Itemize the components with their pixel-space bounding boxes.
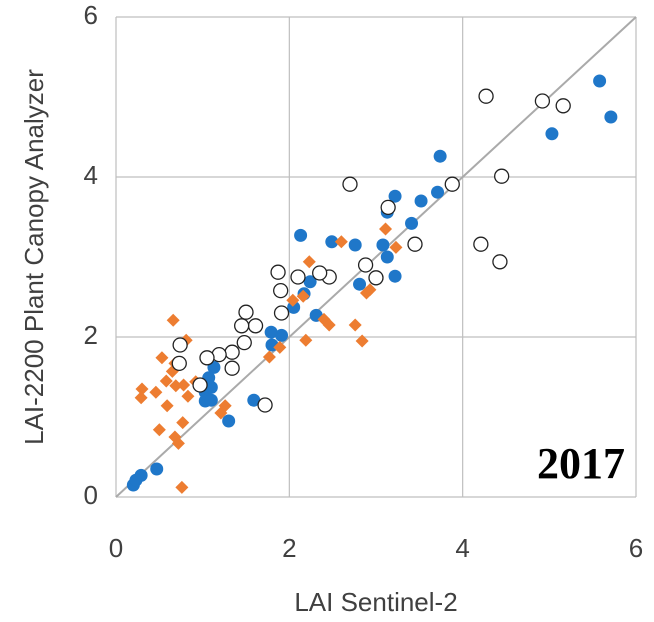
point <box>334 235 348 249</box>
point <box>407 236 423 252</box>
point <box>294 228 308 242</box>
point <box>234 318 250 334</box>
x-tick-label: 4 <box>455 533 469 563</box>
point <box>353 277 367 291</box>
point <box>275 328 289 342</box>
y-tick-label: 6 <box>84 0 98 30</box>
point <box>171 355 187 372</box>
y-tick-label: 2 <box>84 320 98 350</box>
point <box>296 289 310 303</box>
point <box>388 189 402 203</box>
point <box>405 216 419 230</box>
point <box>286 293 300 307</box>
point <box>325 235 339 249</box>
point <box>555 98 571 114</box>
point <box>389 240 403 254</box>
point <box>169 379 183 393</box>
point <box>322 318 336 332</box>
point <box>312 265 328 281</box>
point <box>166 313 180 327</box>
x-tick-label: 6 <box>629 533 643 563</box>
x-tick-label: 2 <box>282 533 296 563</box>
point <box>172 337 188 353</box>
point <box>177 378 191 392</box>
point <box>431 185 445 199</box>
point <box>134 391 148 405</box>
point <box>302 255 316 269</box>
x-axis-label: LAI Sentinel-2 <box>294 587 457 617</box>
point <box>388 269 402 283</box>
x-tick-label: 0 <box>109 533 123 563</box>
point <box>290 269 306 285</box>
point <box>129 473 143 487</box>
point <box>355 334 369 348</box>
point <box>444 176 460 192</box>
point <box>433 149 447 163</box>
point <box>204 380 218 394</box>
point <box>247 393 261 407</box>
point <box>368 270 384 286</box>
point <box>171 436 185 450</box>
point <box>218 399 232 413</box>
point <box>204 393 218 407</box>
point <box>348 318 362 332</box>
point <box>135 382 149 396</box>
point <box>176 416 190 430</box>
point <box>379 222 393 236</box>
y-tick-label: 4 <box>84 160 98 190</box>
point <box>159 374 173 388</box>
point <box>270 264 286 280</box>
point <box>359 286 373 300</box>
point <box>534 93 551 109</box>
y-axis-label: LAI-2200 Plant Canopy Analyzer <box>19 69 49 445</box>
point <box>224 360 240 376</box>
point <box>380 250 394 264</box>
point <box>192 377 208 393</box>
point <box>238 304 254 320</box>
point <box>181 389 195 403</box>
point <box>494 168 510 184</box>
point <box>348 238 362 252</box>
point <box>342 176 358 192</box>
point <box>160 399 174 413</box>
point <box>303 275 317 289</box>
point <box>222 414 236 428</box>
point <box>273 305 290 321</box>
point <box>199 350 215 366</box>
point <box>593 74 607 88</box>
point <box>236 334 252 351</box>
point <box>175 480 189 494</box>
point <box>604 110 618 124</box>
point <box>273 282 289 299</box>
point <box>262 350 276 364</box>
point <box>545 127 559 141</box>
point <box>299 333 313 347</box>
point <box>224 344 240 360</box>
point <box>380 199 396 216</box>
point <box>257 397 273 413</box>
point <box>273 340 287 354</box>
point <box>357 257 374 273</box>
point <box>478 88 494 104</box>
point <box>492 254 508 270</box>
point <box>150 462 164 476</box>
point <box>149 385 163 399</box>
y-tick-label: 0 <box>84 480 98 510</box>
point <box>414 194 428 208</box>
point <box>152 423 166 437</box>
point <box>376 238 390 252</box>
point <box>155 351 169 365</box>
point <box>264 325 278 339</box>
annotation: 2017 <box>537 439 625 488</box>
one-to-one-line <box>115 16 637 498</box>
point <box>473 236 489 252</box>
point <box>247 318 264 334</box>
